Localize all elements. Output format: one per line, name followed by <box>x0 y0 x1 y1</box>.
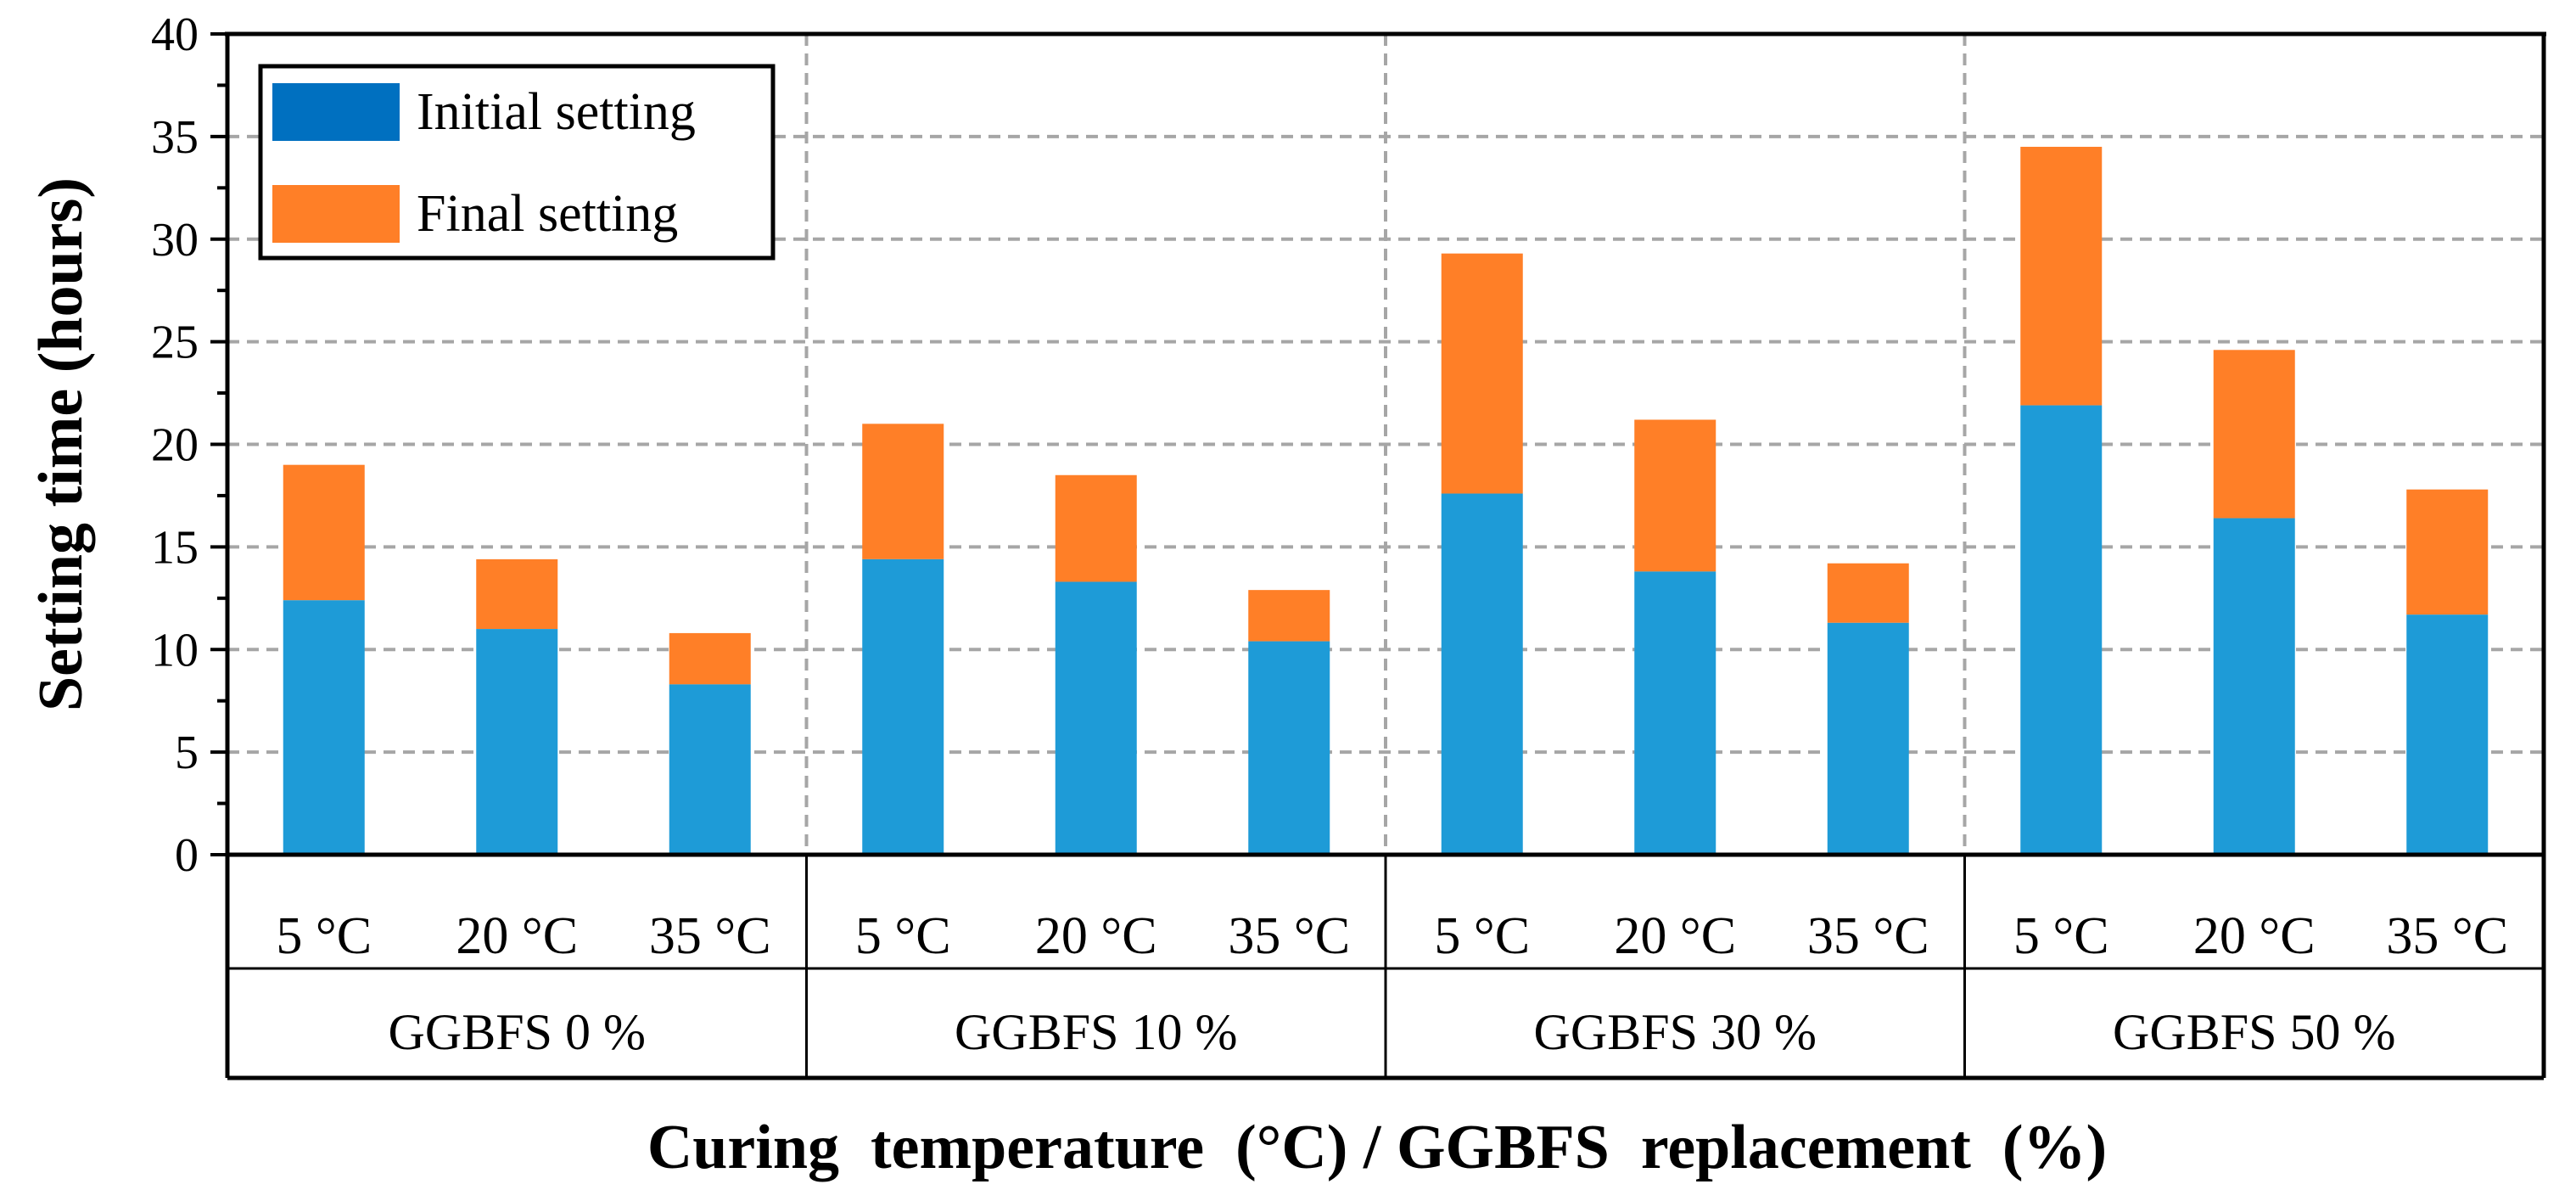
bar-final-setting-4 <box>862 424 944 559</box>
y-tick-label-7: 35 <box>151 111 199 164</box>
category-label-6: 35 °C <box>1228 907 1350 965</box>
category-label-4: 5 °C <box>855 907 951 965</box>
y-tick-label-3: 15 <box>151 521 199 574</box>
bar-initial-setting-8 <box>1634 571 1716 855</box>
y-tick-label-8: 40 <box>151 8 199 61</box>
bar-initial-setting-12 <box>2406 615 2489 855</box>
bar-final-setting-7 <box>1441 253 1523 494</box>
category-label-2: 20 °C <box>456 907 578 965</box>
category-label-1: 5 °C <box>276 907 372 965</box>
y-tick-label-5: 25 <box>151 317 199 369</box>
category-label-5: 20 °C <box>1035 907 1157 965</box>
grid-layer <box>227 34 2544 855</box>
legend-swatch-1 <box>272 83 400 141</box>
y-tick-label-4: 20 <box>151 419 199 472</box>
bar-final-setting-10 <box>2020 146 2103 406</box>
bar-final-setting-3 <box>669 632 751 685</box>
legend-label-1: Initial setting <box>417 83 696 141</box>
legend: Initial setting Final setting <box>258 64 776 261</box>
bar-initial-setting-6 <box>1248 641 1330 855</box>
bar-initial-setting-1 <box>283 600 365 855</box>
bar-initial-setting-9 <box>1827 622 1909 855</box>
axes-layer <box>210 31 2546 1080</box>
bar-final-setting-2 <box>476 558 558 630</box>
bar-final-setting-9 <box>1827 563 1909 623</box>
x-axis-title: Curing temperature (°C) / GGBFS replacem… <box>647 1113 2107 1182</box>
bars-layer <box>283 146 2489 855</box>
category-label-11: 20 °C <box>2193 907 2316 965</box>
bar-final-setting-8 <box>1634 419 1716 572</box>
y-tick-label-6: 30 <box>151 214 199 267</box>
bar-initial-setting-4 <box>862 558 944 855</box>
category-label-7: 5 °C <box>1434 907 1530 965</box>
group-label-4: GGBFS 50 % <box>2113 1004 2395 1060</box>
bar-final-setting-1 <box>283 464 365 601</box>
category-label-9: 35 °C <box>1807 907 1929 965</box>
y-tick-label-0: 0 <box>175 829 199 882</box>
category-label-10: 5 °C <box>2013 907 2109 965</box>
y-axis-title: Setting time (hours) <box>26 177 96 711</box>
bar-initial-setting-11 <box>2213 518 2295 855</box>
bar-initial-setting-5 <box>1055 581 1137 855</box>
bar-final-setting-12 <box>2406 489 2489 615</box>
bar-initial-setting-7 <box>1441 493 1523 855</box>
category-label-12: 35 °C <box>2386 907 2508 965</box>
group-label-2: GGBFS 10 % <box>955 1004 1237 1060</box>
bar-final-setting-6 <box>1248 590 1330 642</box>
bar-final-setting-5 <box>1055 474 1137 582</box>
y-tick-label-2: 10 <box>151 624 199 676</box>
legend-label-2: Final setting <box>417 185 678 243</box>
bar-final-setting-11 <box>2213 350 2295 519</box>
category-label-3: 35 °C <box>649 907 771 965</box>
group-label-3: GGBFS 30 % <box>1534 1004 1817 1060</box>
bar-initial-setting-2 <box>476 629 558 855</box>
bar-initial-setting-10 <box>2020 405 2103 855</box>
y-tick-label-1: 5 <box>175 727 199 779</box>
group-label-1: GGBFS 0 % <box>389 1004 646 1060</box>
bar-initial-setting-3 <box>669 684 751 855</box>
category-label-8: 20 °C <box>1614 907 1736 965</box>
legend-swatch-2 <box>272 185 400 243</box>
